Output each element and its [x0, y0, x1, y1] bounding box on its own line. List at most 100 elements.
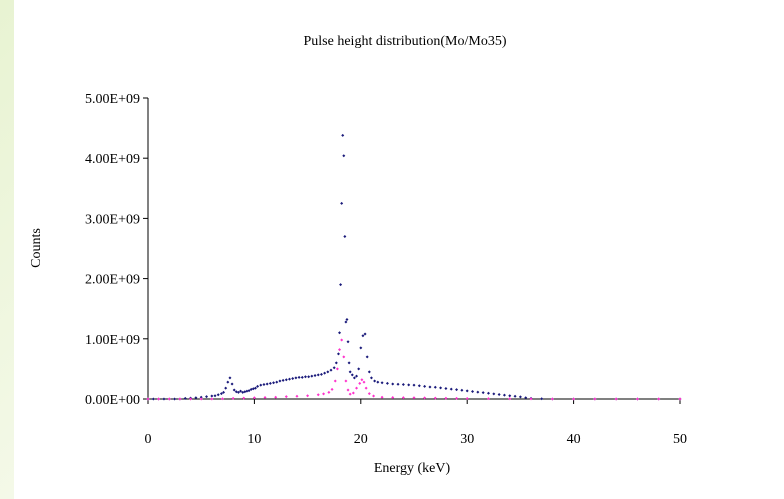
data-point [346, 388, 350, 392]
y-tick-label: 0.00E+00 [85, 393, 140, 408]
y-tick-label: 5.00E+09 [85, 92, 140, 107]
data-point [465, 389, 469, 393]
data-point [476, 390, 480, 394]
data-point [348, 370, 352, 374]
data-point [338, 331, 342, 335]
data-point [247, 389, 251, 393]
data-point [167, 397, 171, 401]
data-point [303, 375, 307, 379]
data-point [333, 379, 337, 383]
data-point [230, 382, 234, 386]
data-point [428, 385, 432, 389]
chart-title: Pulse height distribution(Mo/Mo35) [304, 34, 507, 49]
data-point [205, 395, 209, 399]
data-point [210, 394, 214, 398]
data-point [284, 378, 288, 382]
data-point [242, 396, 246, 400]
data-point [369, 376, 373, 380]
y-tick-label: 2.00E+09 [85, 273, 140, 288]
data-point [391, 382, 395, 386]
data-point [219, 392, 223, 396]
data-point [222, 390, 226, 394]
chart-panel: Pulse height distribution(Mo/Mo35) Count… [14, 0, 784, 499]
x-tick-label: 50 [673, 432, 687, 447]
data-point [226, 380, 230, 384]
data-point [268, 381, 272, 385]
series-1 [146, 133, 682, 401]
data-point [319, 372, 323, 376]
data-point [220, 397, 224, 401]
data-point [365, 355, 369, 359]
data-point [288, 377, 292, 381]
data-point [433, 396, 437, 400]
data-point [306, 394, 310, 398]
data-point [251, 387, 255, 391]
data-point [335, 367, 339, 371]
data-point [162, 397, 166, 401]
y-tick-label: 4.00E+09 [85, 152, 140, 167]
data-point [502, 393, 506, 397]
data-point [199, 395, 203, 399]
data-point [385, 381, 389, 385]
data-point [518, 395, 522, 399]
data-point [358, 381, 362, 385]
data-point [330, 387, 334, 391]
data-point [313, 374, 317, 378]
data-point [412, 396, 416, 400]
data-point [297, 375, 301, 379]
data-point [346, 340, 350, 344]
data-point [524, 396, 528, 400]
data-point [284, 395, 288, 399]
data-point [323, 371, 327, 375]
data-point [361, 334, 365, 338]
data-point [352, 376, 356, 380]
data-point [391, 395, 395, 399]
y-axis-label: Counts [29, 228, 44, 268]
data-point [199, 397, 203, 401]
data-point [380, 381, 384, 385]
data-point [316, 373, 320, 377]
data-point [497, 392, 501, 396]
data-point [157, 397, 161, 401]
data-point [513, 394, 517, 398]
data-point [253, 386, 257, 390]
data-point [396, 382, 400, 386]
data-point [423, 396, 427, 400]
data-point [593, 397, 597, 401]
data-point [529, 397, 533, 401]
data-point [173, 397, 177, 401]
data-point [439, 386, 443, 390]
data-point [351, 391, 355, 395]
data-point [344, 379, 348, 383]
data-point [178, 397, 182, 401]
x-axis-label: Energy (keV) [374, 461, 451, 476]
data-point [262, 383, 266, 387]
data-point [263, 395, 267, 399]
data-point [151, 397, 155, 401]
data-point [326, 370, 330, 374]
data-point [635, 397, 639, 401]
data-point [367, 392, 371, 396]
data-point [249, 387, 253, 391]
data-point [401, 383, 405, 387]
data-point [307, 375, 311, 379]
data-point [213, 394, 217, 398]
data-point [412, 383, 416, 387]
data-point [334, 361, 338, 365]
data-point [241, 390, 245, 394]
data-point [433, 385, 437, 389]
data-point [444, 386, 448, 390]
data-point [362, 380, 366, 384]
data-point [342, 355, 346, 359]
data-point [322, 392, 326, 396]
data-point [350, 373, 354, 377]
data-point [367, 370, 371, 374]
data-point [657, 397, 661, 401]
data-point [471, 389, 475, 393]
data-point [372, 394, 376, 398]
data-point [224, 386, 228, 390]
data-point [232, 388, 236, 392]
data-point [417, 384, 421, 388]
data-point [481, 391, 485, 395]
